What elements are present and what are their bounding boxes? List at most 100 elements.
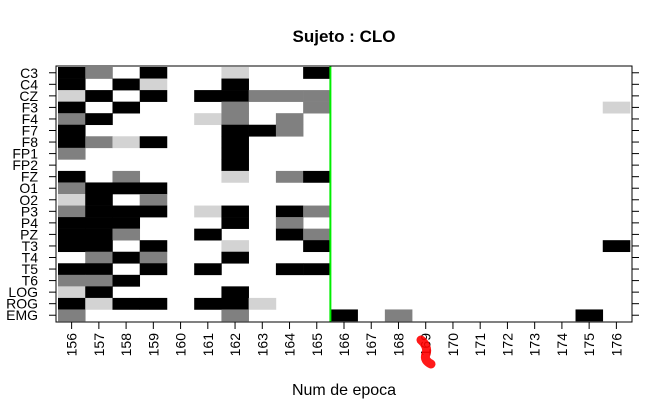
heatmap-cell <box>85 113 113 126</box>
heatmap-cell <box>58 274 86 287</box>
heatmap-cell <box>303 263 331 276</box>
y-tick-label: FP1 <box>12 146 38 162</box>
x-axis: 156 157 158 159 160 161 162 163 164 165 166 167 168 1… <box>64 322 624 357</box>
heatmap-cell <box>112 217 141 229</box>
heatmap-cell <box>275 217 304 229</box>
heatmap-cell <box>303 170 331 183</box>
heatmap-cell <box>58 147 86 160</box>
heatmap-cell <box>139 136 168 149</box>
heatmap-cell <box>58 78 86 91</box>
heatmap-cell <box>112 251 141 264</box>
y-tick-label: F3 <box>22 99 39 115</box>
y-tick-label: T6 <box>22 273 39 289</box>
y-tick-label: EMG <box>6 307 38 323</box>
x-tick-label: 168 <box>390 333 406 357</box>
heatmap-cell <box>58 240 86 253</box>
heatmap-cell <box>85 182 113 195</box>
x-tick-label: 172 <box>499 333 515 357</box>
heatmap-cell <box>248 124 277 137</box>
y-tick-label: F4 <box>22 111 39 127</box>
y-tick-label: T3 <box>22 238 39 254</box>
heatmap-cell <box>139 90 168 102</box>
heatmap-cell <box>221 205 249 218</box>
y-tick-label: O2 <box>19 192 38 208</box>
heatmap-cell <box>58 67 86 79</box>
red-scribble-annotation <box>416 335 436 369</box>
heatmap-cell <box>58 286 86 299</box>
heatmap-cell <box>275 228 304 241</box>
heatmap-cell <box>139 251 168 264</box>
heatmap-cell <box>85 286 113 299</box>
y-tick-label: FZ <box>21 169 39 185</box>
heatmap-cell <box>58 297 86 310</box>
y-tick-label: FP2 <box>12 157 38 173</box>
heatmap-cell <box>221 170 249 183</box>
y-tick-label: T4 <box>22 250 39 266</box>
heatmap-cell <box>85 90 113 102</box>
heatmap-cell <box>221 113 249 126</box>
y-tick-label: P3 <box>21 203 38 219</box>
heatmap-cell <box>58 182 86 195</box>
heatmap-cell <box>275 124 304 137</box>
heatmap-cell <box>194 205 222 218</box>
heatmap-cell <box>275 90 304 102</box>
y-tick-label: PZ <box>20 226 38 242</box>
heatmap-cell <box>85 67 113 79</box>
heatmap-cell <box>221 78 249 91</box>
heatmap-cell <box>85 205 113 218</box>
heatmap-cell <box>139 182 168 195</box>
chart-title: Sujeto : CLO <box>293 27 396 46</box>
heatmap-cell <box>139 205 168 218</box>
x-tick-label: 164 <box>282 333 298 357</box>
heatmap-cell <box>139 67 168 79</box>
heatmap-cell <box>303 101 331 114</box>
heatmap-cell <box>112 136 141 149</box>
y-tick-label: C4 <box>20 76 38 92</box>
scribble-stroke <box>416 335 436 369</box>
x-tick-label: 174 <box>554 333 570 357</box>
heatmap-cell <box>303 240 331 253</box>
x-tick-label: 163 <box>254 333 270 357</box>
heatmap-cell <box>221 67 249 79</box>
heatmap-cell <box>139 263 168 276</box>
heatmap-cell <box>221 309 249 322</box>
heatmap-cell <box>85 297 113 310</box>
heatmap-cell <box>112 205 141 218</box>
x-tick-label: 158 <box>118 333 134 357</box>
heatmap-cell <box>112 101 141 114</box>
heatmap-cell <box>112 78 141 91</box>
heatmap-cell <box>275 113 304 126</box>
heatmap-cell <box>303 228 331 241</box>
x-tick-label: 166 <box>336 333 352 357</box>
y-tick-label: C3 <box>20 65 38 81</box>
heatmap-cell <box>221 124 249 137</box>
heatmap-cell <box>275 263 304 276</box>
x-tick-label: 156 <box>64 333 80 357</box>
heatmap-cell <box>85 194 113 206</box>
heatmap-cell <box>194 263 222 276</box>
heatmap-cells <box>58 67 631 322</box>
x-tick-label: 157 <box>91 333 107 357</box>
heatmap-cell <box>248 297 277 310</box>
heatmap-cell <box>85 240 113 253</box>
heatmap-cell <box>221 101 249 114</box>
x-tick-label: 165 <box>309 333 325 357</box>
heatmap-cell <box>112 297 141 310</box>
heatmap-cell <box>58 309 86 322</box>
heatmap-cell <box>602 101 631 114</box>
heatmap-cell <box>112 170 141 183</box>
heatmap-cell <box>58 228 86 241</box>
x-tick-label: 175 <box>581 333 597 357</box>
heatmap-cell <box>58 170 86 183</box>
heatmap-cell <box>221 240 249 253</box>
heatmap-cell <box>58 136 86 149</box>
x-tick-label: 176 <box>608 333 624 357</box>
heatmap-cell <box>194 113 222 126</box>
heatmap-cell <box>221 136 249 149</box>
heatmap-cell <box>194 297 222 310</box>
x-tick-label: 159 <box>145 333 161 357</box>
heatmap-cell <box>58 263 86 276</box>
heatmap-cell <box>58 90 86 102</box>
x-tick-label: 173 <box>527 333 543 357</box>
heatmap-cell <box>85 263 113 276</box>
